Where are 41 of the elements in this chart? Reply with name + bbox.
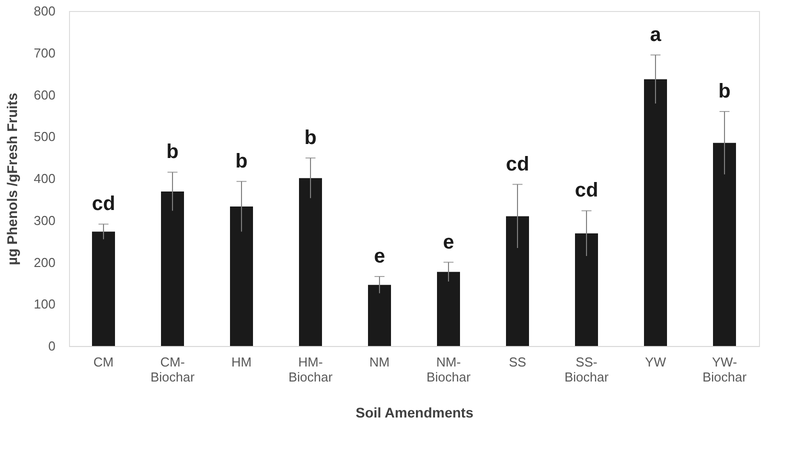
bar bbox=[161, 191, 184, 346]
bar bbox=[575, 233, 598, 346]
y-tick-label: 200 bbox=[34, 254, 56, 270]
x-tick-label: HM bbox=[231, 354, 252, 370]
y-tick-label: 300 bbox=[34, 212, 56, 228]
bar bbox=[437, 272, 460, 346]
bar bbox=[506, 216, 529, 346]
x-tick-label: YW-Biochar bbox=[702, 354, 748, 384]
x-tick-label: NM bbox=[369, 354, 390, 370]
x-tick-label: SS bbox=[508, 354, 526, 370]
x-tick-label: HM-Biochar bbox=[288, 354, 334, 384]
bar bbox=[299, 178, 322, 346]
y-tick-label: 500 bbox=[34, 129, 56, 144]
annotation: b bbox=[304, 126, 317, 149]
annotation: cd bbox=[574, 180, 598, 202]
bar bbox=[644, 79, 667, 346]
annotation: cd bbox=[92, 193, 116, 216]
x-tick-label: CM-Biochar bbox=[150, 354, 196, 384]
y-tick-label: 0 bbox=[48, 338, 56, 354]
x-tick-label: YW bbox=[645, 354, 667, 370]
y-tick-label: 400 bbox=[34, 171, 56, 186]
bar bbox=[230, 206, 253, 346]
y-tick-label: 600 bbox=[34, 87, 56, 102]
annotation: e bbox=[442, 231, 454, 254]
annotation: a bbox=[650, 24, 662, 46]
y-tick-label: 700 bbox=[34, 45, 56, 60]
y-axis-title: µg Phenols /gFresh Fruits bbox=[4, 92, 20, 266]
x-axis-title: Soil Amendments bbox=[356, 404, 474, 420]
y-tick-label: 800 bbox=[34, 4, 56, 18]
bar bbox=[713, 142, 736, 346]
bar bbox=[92, 232, 115, 346]
annotation: b bbox=[235, 150, 248, 172]
bar bbox=[368, 284, 391, 346]
annotation: b bbox=[166, 141, 179, 164]
x-tick-label: SS-Biochar bbox=[564, 354, 610, 384]
annotation: b bbox=[718, 80, 731, 102]
annotation: cd bbox=[506, 153, 530, 176]
x-tick-label: NM-Biochar bbox=[426, 354, 472, 384]
y-tick-label: 100 bbox=[34, 296, 56, 312]
annotation: e bbox=[374, 245, 386, 268]
x-tick-label: CM bbox=[93, 354, 114, 370]
